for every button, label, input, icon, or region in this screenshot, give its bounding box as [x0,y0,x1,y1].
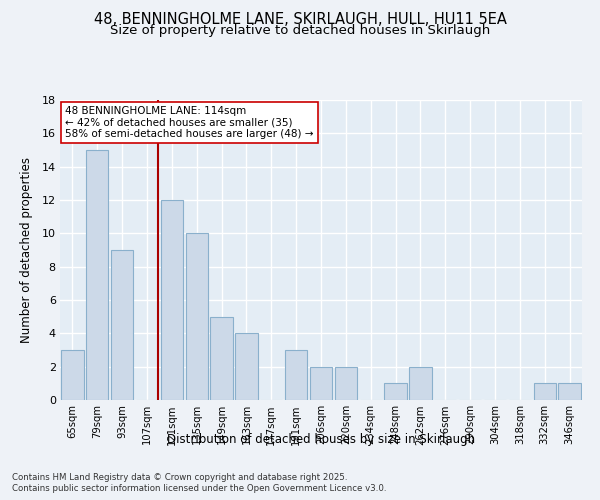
Bar [211,316,233,400]
Bar [533,384,556,400]
Bar [559,384,581,400]
Bar [86,150,109,400]
Bar [310,366,332,400]
Bar [161,200,183,400]
Bar [285,350,307,400]
Bar [385,384,407,400]
Bar [409,366,431,400]
Text: Contains public sector information licensed under the Open Government Licence v3: Contains public sector information licen… [12,484,386,493]
Bar [185,234,208,400]
Text: Contains HM Land Registry data © Crown copyright and database right 2025.: Contains HM Land Registry data © Crown c… [12,472,347,482]
Bar [335,366,357,400]
Y-axis label: Number of detached properties: Number of detached properties [20,157,34,343]
Text: 48 BENNINGHOLME LANE: 114sqm
← 42% of detached houses are smaller (35)
58% of se: 48 BENNINGHOLME LANE: 114sqm ← 42% of de… [65,106,314,139]
Bar [235,334,257,400]
Bar [111,250,133,400]
Text: 48, BENNINGHOLME LANE, SKIRLAUGH, HULL, HU11 5EA: 48, BENNINGHOLME LANE, SKIRLAUGH, HULL, … [94,12,506,28]
Text: Size of property relative to detached houses in Skirlaugh: Size of property relative to detached ho… [110,24,490,37]
Text: Distribution of detached houses by size in Skirlaugh: Distribution of detached houses by size … [167,432,475,446]
Bar [61,350,83,400]
